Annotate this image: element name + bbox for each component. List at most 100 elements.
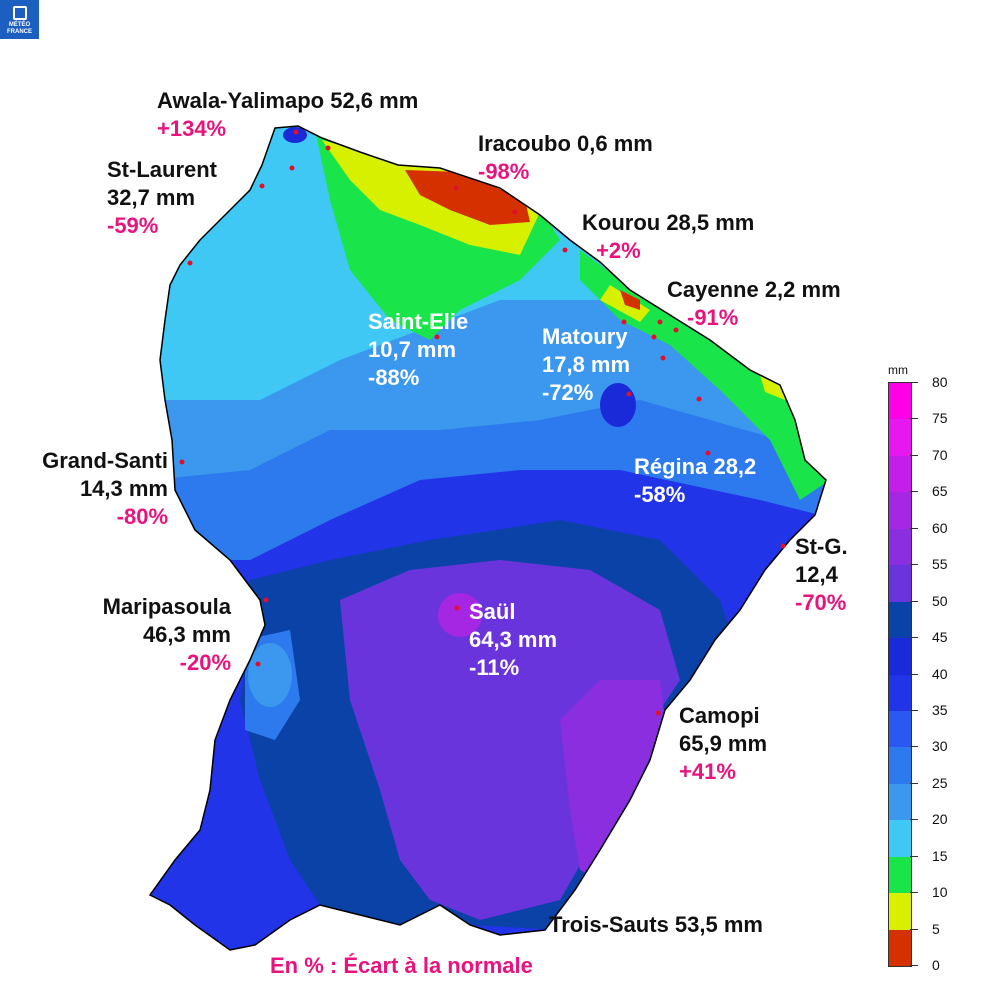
legend-tick [910, 782, 918, 784]
station-marker [325, 145, 331, 151]
legend-tick [910, 564, 918, 566]
legend-swatch [889, 419, 911, 456]
station-marker [453, 185, 459, 191]
anomaly-note: En % : Écart à la normale [270, 953, 533, 978]
station-marker [187, 260, 193, 266]
label-awala: Awala-Yalimapo 52,6 mm +134% [157, 87, 418, 143]
station-marker [179, 459, 185, 465]
legend-swatch [889, 383, 911, 420]
label-regina: Régina 28,2 -58% [634, 453, 756, 509]
label-grandsanti-name: Grand-Santi [42, 448, 168, 473]
label-saul-value: 64,3 mm [469, 627, 558, 652]
label-stlaurent: St-Laurent 32,7 mm -59% [107, 156, 217, 240]
station-marker [259, 183, 265, 189]
coastline-border [148, 125, 827, 951]
station-marker [434, 334, 440, 340]
label-maripasoula: Maripasoula 46,3 mm -20% [60, 593, 231, 677]
legend-tick [910, 418, 918, 420]
label-troissauts-name: Trois-Sauts 53,5 mm [549, 912, 763, 937]
label-saintelie-pct: -88% [368, 365, 420, 390]
label-saul-name: Saül [469, 599, 516, 624]
label-stg: St-G. 12,4 -70% [795, 533, 848, 617]
station-marker [651, 334, 657, 340]
label-cayenne-pct: -91% [687, 305, 739, 330]
legend-tick-label: 20 [932, 811, 948, 828]
legend-tick-label: 15 [932, 847, 948, 864]
label-matoury-pct: -72% [542, 380, 594, 405]
label-maripasoula-value: 46,3 mm [142, 622, 231, 647]
label-regina-name: Régina 28,2 [634, 454, 757, 479]
legend-tick-label: 40 [932, 665, 948, 682]
label-camopi-value: 65,9 mm [679, 731, 768, 756]
legend-tick-label: 55 [932, 556, 948, 573]
label-troissauts: Trois-Sauts 53,5 mm [549, 911, 763, 939]
legend-tick [910, 819, 918, 821]
legend-tick-label: 60 [932, 519, 948, 536]
label-camopi-pct: +41% [679, 759, 736, 784]
label-matoury: Matoury 17,8 mm -72% [542, 323, 630, 407]
legend-tick-label: 80 [932, 374, 948, 390]
legend-swatch [889, 528, 911, 566]
meteo-france-logo: MÉTÉO FRANCE [0, 0, 39, 39]
legend-tick-label: 65 [932, 483, 948, 500]
legend-tick-label: 25 [932, 774, 948, 791]
label-awala-name: Awala-Yalimapo 52,6 mm [157, 88, 419, 113]
legend-swatch [889, 492, 911, 529]
label-matoury-value: 17,8 mm [542, 352, 631, 377]
station-marker [621, 319, 627, 325]
legend-tick-label: 75 [932, 410, 948, 427]
label-stg-name: St-G. [795, 534, 848, 559]
legend-swatch [889, 747, 911, 784]
label-iracoubo: Iracoubo 0,6 mm -98% [478, 130, 653, 186]
legend-swatch [889, 893, 911, 930]
legend-tick [910, 491, 918, 493]
legend-tick [910, 746, 918, 748]
legend-swatch [889, 674, 911, 711]
legend-tick [910, 637, 918, 639]
label-kourou: Kourou 28,5 mm +2% [582, 209, 754, 265]
station-marker [660, 355, 666, 361]
label-saul: Saül 64,3 mm -11% [469, 598, 557, 682]
legend-swatch [889, 820, 911, 857]
legend-swatch [889, 601, 911, 639]
label-cayenne-name: Cayenne 2,2 mm [667, 277, 841, 302]
legend-tick-label: 45 [932, 629, 948, 646]
legend-swatch [889, 455, 911, 493]
label-saintelie: Saint-Elie 10,7 mm -88% [368, 308, 468, 392]
station-marker [255, 661, 261, 667]
label-stlaurent-name: St-Laurent [107, 157, 217, 182]
station-marker [696, 396, 702, 402]
label-grandsanti-pct: -80% [116, 504, 168, 529]
legend-swatch [889, 565, 911, 602]
legend-tick [910, 709, 918, 711]
legend-tick [910, 600, 918, 602]
legend-tick-label: 5 [932, 920, 940, 937]
station-marker [673, 327, 679, 333]
legend-tick [910, 382, 918, 383]
station-marker [289, 165, 295, 171]
label-grandsanti: Grand-Santi 14,3 mm -80% [20, 447, 168, 531]
legend-tick [910, 892, 918, 894]
legend-tick-label: 35 [932, 701, 948, 718]
legend-swatch [889, 929, 911, 966]
label-saintelie-name: Saint-Elie [368, 309, 469, 334]
legend-tick-label: 70 [932, 446, 948, 463]
legend-color-bar [888, 382, 912, 967]
label-camopi: Camopi 65,9 mm +41% [679, 702, 767, 786]
label-maripasoula-name: Maripasoula [102, 594, 231, 619]
station-marker [655, 710, 661, 716]
label-saul-pct: -11% [469, 655, 520, 680]
legend-tick-label: 10 [932, 884, 948, 901]
legend-tick [910, 855, 918, 857]
legend-tick [910, 527, 918, 529]
station-marker [780, 543, 786, 549]
label-iracoubo-pct: -98% [478, 159, 530, 184]
legend-tick [910, 454, 918, 456]
legend-swatch [889, 638, 911, 675]
label-stlaurent-pct: -59% [107, 213, 159, 238]
station-markers [179, 129, 786, 716]
label-stlaurent-value: 32,7 mm [107, 185, 196, 210]
station-marker [293, 129, 299, 135]
legend-tick [910, 673, 918, 675]
